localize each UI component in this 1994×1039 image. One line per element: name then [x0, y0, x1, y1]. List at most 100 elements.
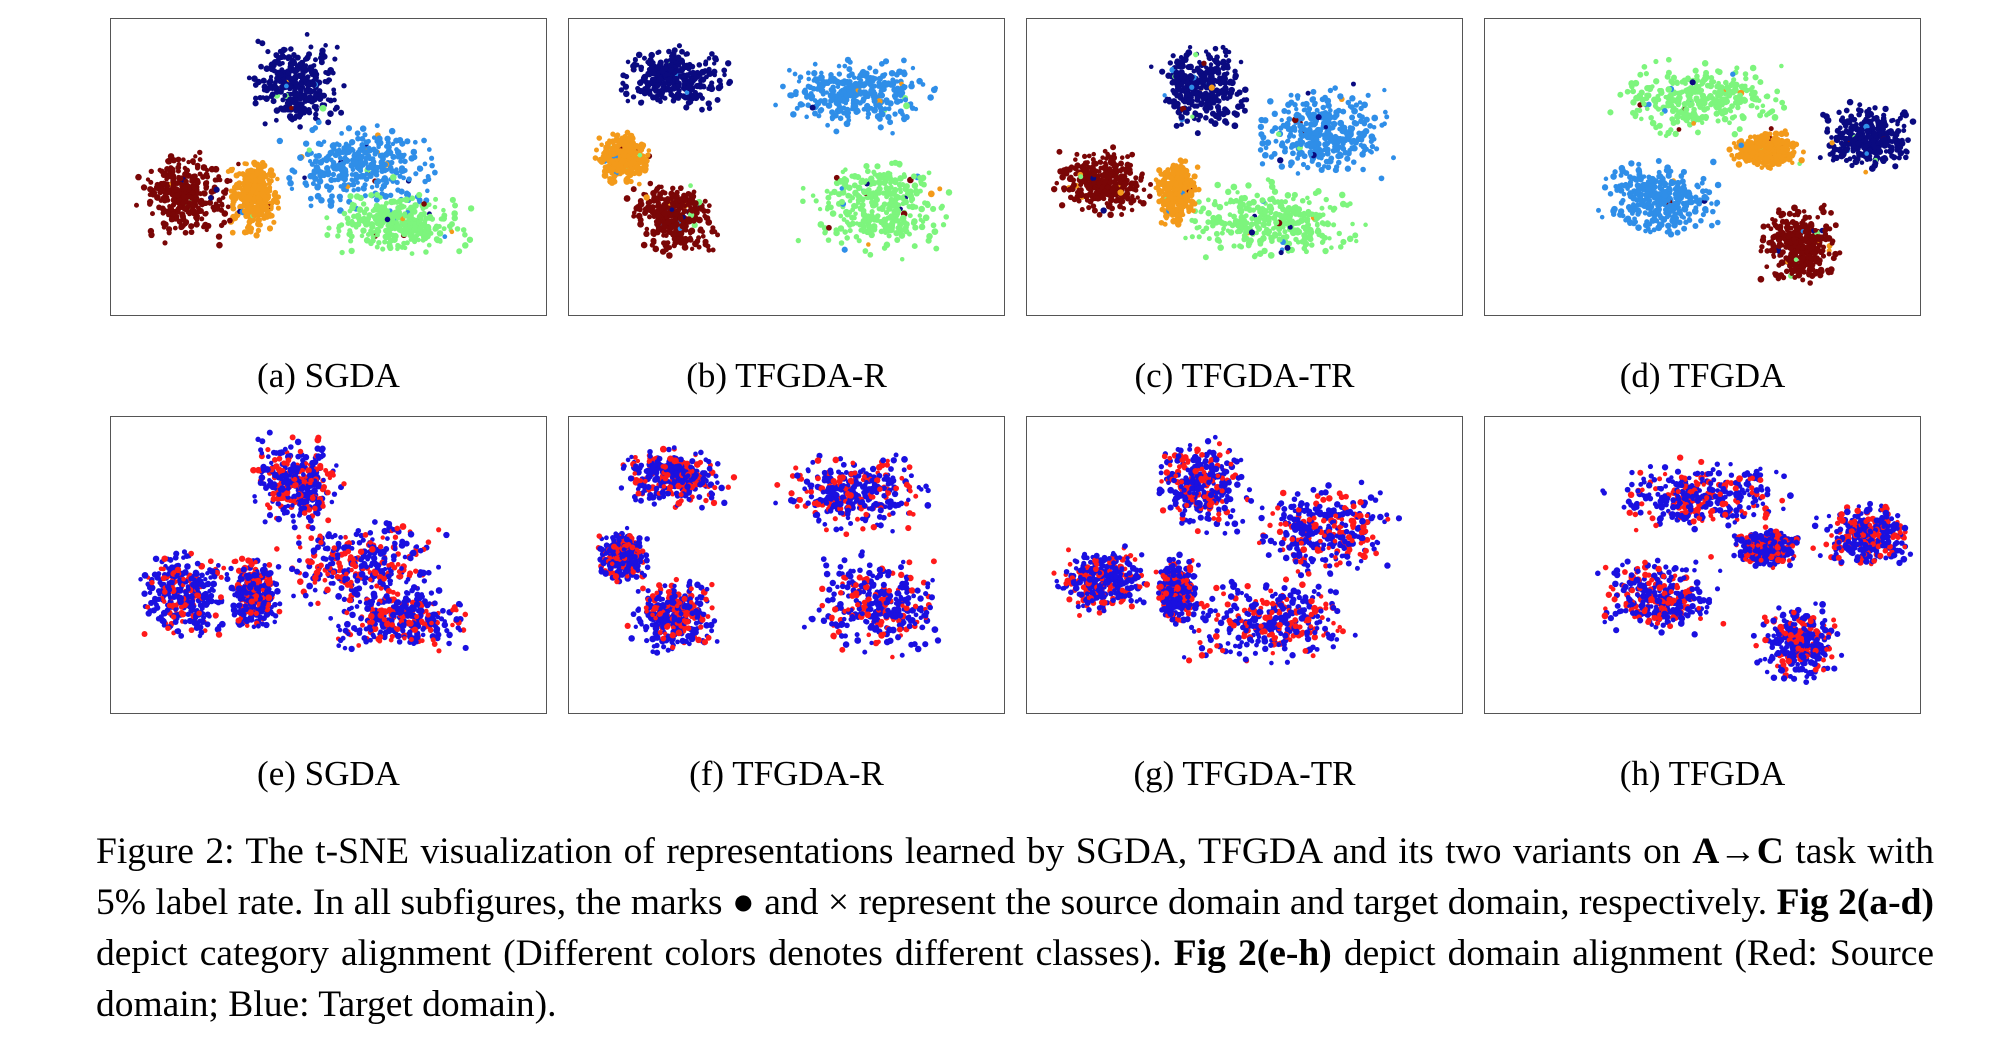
point [1190, 114, 1195, 119]
point [846, 91, 854, 98]
point [286, 75, 292, 81]
point [190, 182, 197, 188]
point [706, 105, 713, 112]
point [140, 184, 148, 191]
point [1193, 51, 1199, 58]
point [384, 208, 391, 214]
point [617, 148, 624, 155]
point [846, 66, 853, 73]
point [331, 91, 337, 96]
point [1346, 134, 1353, 140]
point [1219, 90, 1225, 96]
point [1205, 219, 1212, 226]
point [147, 198, 154, 206]
point [678, 196, 685, 202]
point [285, 70, 291, 77]
point [1203, 115, 1209, 121]
point [1193, 187, 1198, 193]
point [863, 70, 870, 77]
point [338, 109, 345, 116]
point [351, 159, 359, 166]
point [1238, 244, 1245, 250]
point [291, 51, 297, 58]
point [353, 193, 361, 200]
point [1350, 159, 1357, 165]
point [721, 67, 728, 74]
point [410, 233, 417, 240]
point [148, 231, 155, 239]
point [1111, 152, 1117, 157]
point [1303, 132, 1309, 138]
point [299, 73, 305, 79]
point [1331, 222, 1337, 228]
point [1335, 159, 1342, 166]
point [1187, 45, 1193, 50]
point [893, 94, 898, 100]
point [1234, 91, 1240, 97]
point [687, 228, 694, 235]
cluster-1 [773, 56, 938, 136]
point [331, 87, 337, 93]
point [305, 74, 311, 80]
point [1268, 210, 1274, 216]
point [389, 216, 396, 223]
point [359, 233, 365, 239]
point [1271, 110, 1278, 118]
point [1273, 219, 1280, 226]
point [416, 191, 423, 199]
point [309, 126, 316, 134]
point [638, 141, 645, 148]
point [675, 92, 681, 98]
point [315, 152, 322, 159]
point [420, 206, 426, 212]
point [1165, 72, 1172, 79]
point [269, 204, 274, 210]
point [700, 233, 706, 239]
point [197, 149, 203, 156]
cluster-0 [1148, 44, 1250, 137]
point [1265, 231, 1271, 237]
point [1314, 222, 1320, 228]
point [382, 151, 390, 158]
point [688, 183, 693, 189]
point [258, 163, 266, 170]
point [200, 164, 208, 171]
point [330, 171, 337, 178]
point [1257, 123, 1265, 131]
point [328, 176, 335, 184]
point [1324, 150, 1331, 157]
point [1249, 215, 1255, 222]
point [244, 161, 249, 167]
point [701, 208, 707, 214]
point [1194, 84, 1200, 90]
point [1360, 166, 1366, 173]
point [409, 195, 416, 202]
point [816, 84, 822, 90]
point [828, 191, 834, 196]
point [1074, 162, 1081, 169]
point [388, 159, 395, 166]
point [300, 76, 307, 83]
point [277, 71, 284, 78]
point [865, 187, 872, 194]
point [1361, 149, 1367, 154]
point [666, 76, 673, 83]
point [599, 142, 604, 148]
point [854, 192, 861, 199]
point [911, 182, 919, 189]
point [248, 167, 255, 174]
point [275, 176, 280, 182]
point [456, 248, 463, 255]
point [454, 226, 461, 232]
point [1129, 151, 1136, 158]
point [1196, 234, 1202, 240]
point [1225, 188, 1232, 196]
point [1217, 75, 1222, 81]
point [293, 72, 299, 79]
point [371, 146, 377, 153]
point [627, 169, 633, 174]
point [236, 184, 243, 191]
point [1272, 199, 1278, 205]
point [1306, 106, 1313, 112]
point [1207, 101, 1212, 106]
